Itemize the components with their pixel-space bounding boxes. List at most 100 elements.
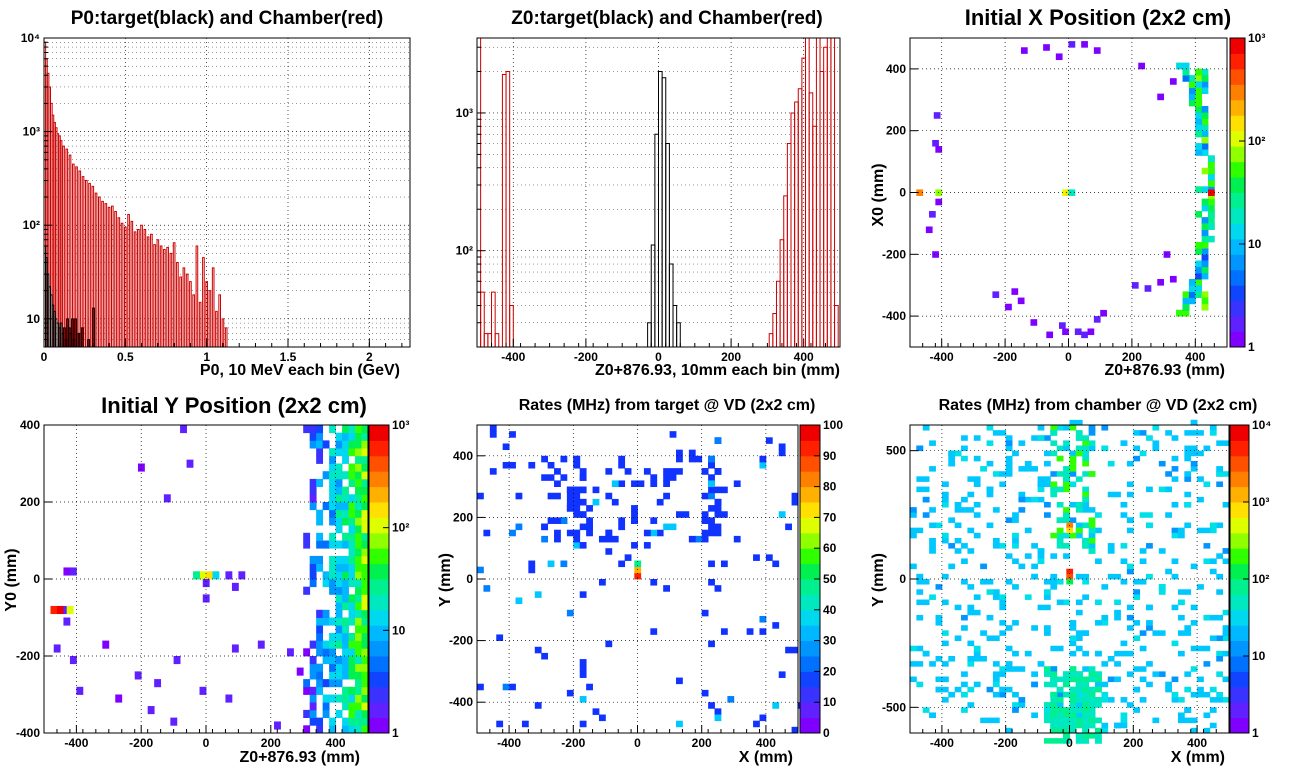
heatmap-cell (999, 604, 1007, 611)
heatmap-cell (967, 609, 975, 616)
heatmap-cell (1133, 445, 1141, 452)
heatmap-cell (1152, 440, 1160, 446)
histogram-bin (97, 196, 101, 347)
heatmap-cell (1177, 650, 1185, 657)
heatmap-cell (342, 579, 349, 588)
heatmap-cell (1144, 285, 1152, 292)
heatmap-cell (309, 486, 317, 495)
y-tick-label: 400 (886, 62, 906, 76)
heatmap-cell (1050, 440, 1058, 446)
histogram-bin (661, 77, 667, 347)
heatmap-cell (1190, 727, 1198, 734)
heatmap-cell (1203, 558, 1211, 564)
heatmap-cell (1043, 579, 1051, 585)
heatmap-cell (225, 694, 233, 703)
heatmap-cell (1195, 87, 1203, 95)
heatmap-cell (1069, 666, 1077, 672)
heatmap-cell (355, 440, 362, 449)
colorbar-segment (369, 455, 389, 472)
heatmap-cell (986, 460, 994, 467)
colorbar-tick-label: 10 (823, 695, 837, 709)
heatmap-cell (1171, 573, 1179, 580)
heatmap-cell (1209, 425, 1217, 431)
heatmap-cell (502, 461, 510, 469)
colorbar-tick-label: 80 (823, 480, 837, 494)
histogram-bin (815, 37, 821, 347)
heatmap-cell (1069, 712, 1077, 718)
heatmap-cell (322, 440, 330, 449)
heatmap-cell (1005, 466, 1013, 472)
heatmap-cell (1216, 671, 1224, 677)
heatmap-cell (1177, 614, 1185, 621)
heatmap-cell (708, 640, 715, 648)
histogram-bin (124, 226, 127, 347)
histogram-bin (768, 333, 774, 347)
colorbar-segment (369, 686, 389, 703)
heatmap-cell (1063, 445, 1070, 452)
heatmap-cell (316, 725, 324, 734)
heatmap-cell (663, 523, 670, 531)
heatmap-cell (954, 522, 962, 529)
heatmap-cell (961, 614, 968, 621)
colorbar-segment (369, 486, 389, 503)
heatmap-cell (1024, 496, 1032, 503)
heatmap-cell (1050, 486, 1058, 493)
histogram-bin (62, 145, 65, 347)
heatmap-cell (329, 448, 336, 457)
heatmap-cell (342, 632, 349, 641)
x-tick-label: -200 (994, 736, 1018, 750)
x-tick-label: 400 (326, 736, 346, 750)
heatmap-cell (961, 435, 968, 441)
heatmap-cell (1069, 625, 1077, 631)
heatmap-cell (669, 523, 677, 531)
heatmap-cell (137, 463, 145, 472)
colorbar-segment (1230, 502, 1249, 518)
heatmap-cell (1139, 558, 1147, 564)
heatmap-cell (1020, 47, 1028, 54)
heatmap-cell (941, 532, 949, 539)
heatmap-cell (329, 663, 336, 672)
heatmap-cell (579, 542, 587, 549)
heatmap-cell (335, 679, 343, 688)
heatmap-cell (1139, 450, 1147, 457)
heatmap-cell (1050, 481, 1058, 487)
colorbar-segment (800, 455, 820, 472)
heatmap-cell (1050, 738, 1058, 744)
heatmap-cell (1066, 568, 1074, 575)
x-tick-label: -200 (129, 736, 153, 750)
heatmap-cell (1082, 686, 1090, 693)
heatmap-cell (361, 617, 369, 626)
heatmap-cell (355, 617, 362, 626)
heatmap-cell (1177, 599, 1185, 606)
heatmap-cell (1012, 517, 1019, 523)
heatmap-cell (1082, 691, 1090, 698)
heatmap-cell (322, 694, 330, 703)
x-axis-label: P0, 10 MeV each bin (GeV) (200, 362, 400, 379)
heatmap-cell (316, 440, 324, 449)
heatmap-cell (1005, 435, 1013, 441)
heatmap-cell (1207, 223, 1215, 230)
heatmap-cell (329, 617, 336, 626)
heatmap-cell (980, 579, 987, 585)
heatmap-cell (489, 431, 497, 438)
heatmap-cell (935, 656, 943, 662)
heatmap-cell (579, 523, 587, 531)
heatmap-cell (348, 579, 356, 588)
heatmap-cell (1169, 275, 1177, 283)
heatmap-cell (1068, 189, 1076, 196)
heatmap-cell (1114, 676, 1121, 683)
heatmap-cell (316, 425, 324, 434)
heatmap-cell (935, 676, 943, 683)
heatmap-cell (973, 609, 981, 616)
heatmap-cell (342, 571, 349, 580)
heatmap-cell (355, 632, 362, 641)
heatmap-cell (355, 486, 362, 495)
heatmap-cell (676, 677, 683, 685)
histogram-bin (205, 281, 208, 347)
heatmap-cell (980, 563, 987, 570)
heatmap-cell (1120, 558, 1128, 564)
heatmap-cell (1075, 733, 1083, 739)
heatmap-cell (1120, 650, 1128, 657)
heatmap-cell (528, 461, 536, 469)
heatmap-cell (335, 517, 343, 526)
